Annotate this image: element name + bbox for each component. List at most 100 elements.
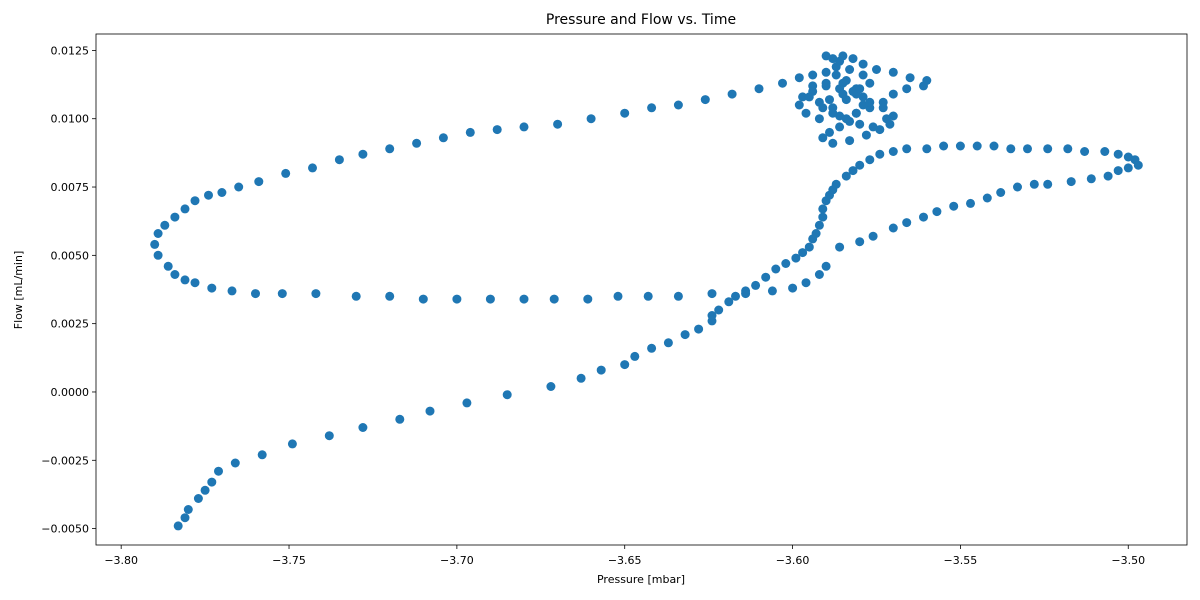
data-point <box>308 163 317 173</box>
data-point <box>519 122 529 132</box>
data-point <box>855 237 865 247</box>
x-tick-label: −3.50 <box>1111 554 1145 567</box>
data-point <box>811 229 821 238</box>
data-point <box>861 130 871 140</box>
data-point <box>234 182 244 192</box>
data-point <box>845 65 855 74</box>
data-point <box>647 103 657 113</box>
data-point <box>257 450 267 460</box>
y-tick-label: 0.0100 <box>51 113 90 126</box>
data-point <box>180 204 190 214</box>
data-point <box>801 278 811 288</box>
data-point <box>865 97 875 107</box>
data-point <box>1043 179 1053 189</box>
data-point <box>395 414 405 424</box>
data-point <box>150 239 160 249</box>
data-point <box>647 343 657 353</box>
data-point <box>801 108 811 118</box>
data-point <box>989 141 999 151</box>
data-point <box>576 373 586 383</box>
data-point <box>1063 144 1073 154</box>
data-point <box>831 179 841 189</box>
data-point <box>663 338 673 348</box>
data-point <box>207 477 217 487</box>
data-point <box>207 283 217 293</box>
data-point <box>485 294 495 304</box>
data-point <box>982 193 992 203</box>
data-point <box>492 125 502 135</box>
data-point <box>170 270 180 279</box>
data-point <box>425 406 435 416</box>
data-point <box>798 92 808 102</box>
data-point <box>788 283 798 293</box>
data-point <box>835 122 845 132</box>
data-point <box>620 108 630 118</box>
data-point <box>502 390 512 400</box>
x-axis-ticks: −3.80 −3.75 −3.70 −3.65 −3.60 −3.55 −3.50 <box>104 545 1145 567</box>
data-point <box>841 114 851 124</box>
data-point <box>153 229 163 238</box>
data-point <box>838 51 848 61</box>
data-point <box>351 291 361 301</box>
data-point <box>858 92 868 102</box>
data-point <box>707 289 717 299</box>
data-point <box>814 220 824 230</box>
data-point <box>465 127 475 137</box>
data-point <box>620 360 630 370</box>
data-point <box>761 272 771 282</box>
data-point <box>418 294 428 304</box>
data-point <box>825 95 834 105</box>
data-point <box>583 294 593 304</box>
data-point <box>1113 166 1123 176</box>
data-point <box>848 54 858 64</box>
data-point <box>287 439 297 449</box>
data-point <box>821 51 831 61</box>
data-point <box>808 81 818 91</box>
x-tick-label: −3.70 <box>440 554 474 567</box>
data-point <box>888 147 898 156</box>
data-point <box>922 144 932 154</box>
data-point <box>841 171 851 181</box>
data-point <box>1103 171 1113 181</box>
data-point <box>767 286 777 296</box>
data-point <box>227 286 237 296</box>
data-point <box>868 122 878 132</box>
data-point <box>170 212 180 222</box>
data-point <box>794 100 804 110</box>
data-point <box>553 119 563 129</box>
y-axis-ticks: −0.0050 −0.0025 0.0000 0.0025 0.0050 0.0075 0.… <box>41 44 96 536</box>
data-point <box>1080 147 1090 156</box>
data-point <box>700 95 710 105</box>
data-point <box>798 248 808 258</box>
data-point <box>872 65 881 74</box>
plot-frame <box>95 33 1188 546</box>
data-point <box>358 423 368 432</box>
data-point <box>724 297 734 307</box>
data-point <box>972 141 982 151</box>
data-point <box>438 133 448 143</box>
data-point <box>217 188 227 197</box>
data-point <box>1066 177 1076 187</box>
chart-title: Pressure and Flow vs. Time <box>546 12 736 28</box>
data-point <box>643 291 653 301</box>
data-point <box>596 365 606 375</box>
data-point <box>835 242 845 252</box>
data-point <box>452 294 462 304</box>
data-point <box>949 201 959 211</box>
data-point <box>818 103 828 113</box>
data-point <box>1043 144 1053 154</box>
data-point <box>905 73 915 83</box>
data-point <box>519 294 529 304</box>
data-point <box>855 119 865 129</box>
y-tick-label: 0.0000 <box>51 386 90 399</box>
data-point <box>731 291 740 301</box>
data-point <box>804 92 814 102</box>
x-tick-label: −3.75 <box>272 554 306 567</box>
data-point <box>818 133 828 143</box>
data-point <box>888 67 898 77</box>
data-point <box>1086 174 1096 184</box>
data-point <box>741 289 751 299</box>
data-point <box>858 70 868 80</box>
data-point <box>1023 144 1032 154</box>
data-point <box>277 289 287 299</box>
